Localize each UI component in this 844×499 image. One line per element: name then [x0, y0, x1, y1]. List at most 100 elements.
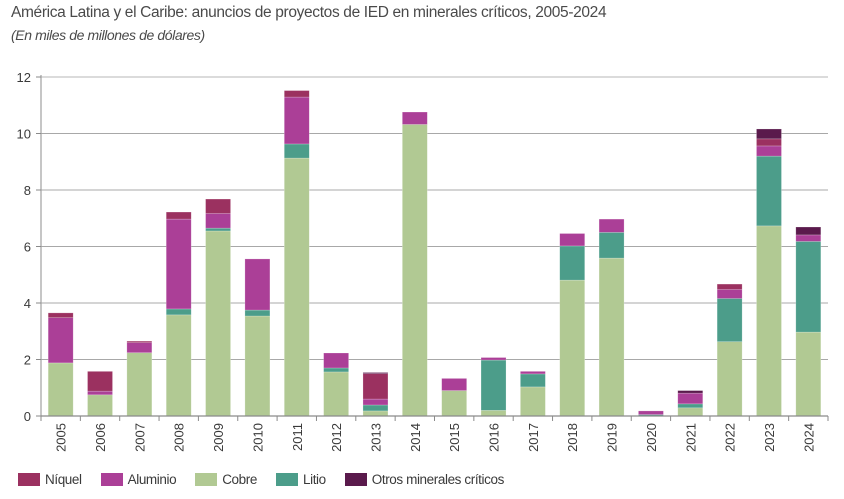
bar-segment-2013-otros-minerales-críticos — [362, 372, 389, 374]
bar-segment-2019-aluminio — [598, 218, 625, 233]
bar-segment-2007-níquel — [126, 340, 153, 343]
bar-segment-2022-aluminio — [716, 289, 743, 299]
x-tick-label: 2012 — [329, 423, 344, 452]
bar-segment-2018-cobre — [559, 279, 586, 417]
bar-2008 — [165, 211, 192, 417]
x-tick-label: 2018 — [565, 423, 580, 452]
legend-label: Aluminio — [127, 472, 177, 487]
bar-segment-2016-litio — [480, 359, 507, 411]
bar-segment-2022-litio — [716, 298, 743, 343]
bar-segment-2023-cobre — [756, 225, 782, 417]
bar-segment-2006-níquel — [87, 371, 113, 392]
bar-segment-2018-aluminio — [559, 233, 586, 247]
legend-item-aluminio: Aluminio — [100, 472, 177, 487]
bar-2024 — [795, 226, 822, 417]
x-tick-label: 2008 — [172, 423, 187, 452]
bar-segment-2009-cobre — [205, 230, 231, 417]
x-tick-label: 2005 — [54, 423, 69, 452]
bar-segment-2024-aluminio — [795, 234, 822, 242]
bar-2023 — [756, 128, 782, 417]
x-tick-label: 2013 — [368, 423, 383, 452]
x-tick-label: 2019 — [605, 423, 620, 452]
x-tick-label: 2016 — [487, 423, 502, 452]
legend-label: Cobre — [222, 472, 257, 487]
bar-segment-2010-litio — [244, 309, 271, 317]
legend-label: Otros minerales críticos — [371, 472, 505, 487]
x-tick-label: 2006 — [93, 423, 108, 452]
bar-2021 — [677, 390, 704, 417]
legend-item-níquel: Níquel — [18, 472, 82, 487]
x-tick-label: 2020 — [644, 423, 659, 452]
bar-segment-2018-litio — [559, 245, 586, 281]
bar-segment-2008-aluminio — [165, 218, 192, 310]
x-tick-label: 2021 — [683, 423, 698, 452]
y-tick-label: 0 — [24, 409, 31, 424]
bar-segment-2013-níquel — [362, 373, 389, 400]
chart-subtitle: (En miles de millones de dólares) — [11, 27, 205, 43]
x-tick-label: 2014 — [408, 423, 423, 452]
bar-segment-2008-litio — [165, 308, 192, 316]
bar-segment-2016-aluminio — [480, 357, 507, 361]
bar-2017 — [520, 371, 546, 417]
legend-label: Litio — [302, 472, 326, 487]
legend-item-cobre: Cobre — [195, 472, 257, 487]
y-tick-label: 12 — [17, 70, 31, 85]
bar-segment-2017-cobre — [520, 386, 546, 417]
bar-2011 — [283, 90, 310, 417]
bar-segment-2024-litio — [795, 241, 822, 333]
legend-swatch — [100, 473, 123, 486]
bar-segment-2015-cobre — [441, 390, 467, 417]
bar-segment-2022-cobre — [716, 341, 743, 417]
x-tick-label: 2009 — [211, 423, 226, 452]
y-tick-label: 8 — [24, 183, 31, 198]
gridlines — [41, 76, 828, 360]
bar-segment-2023-níquel — [756, 138, 782, 147]
bar-segment-2011-níquel — [283, 90, 310, 98]
bar-segment-2020-aluminio — [638, 410, 664, 415]
legend-swatch — [344, 473, 367, 486]
bar-2015 — [441, 378, 467, 417]
x-tick-label: 2015 — [447, 423, 462, 452]
bar-2005 — [47, 312, 74, 417]
bar-segment-2013-litio — [362, 404, 389, 412]
bar-segment-2022-níquel — [716, 283, 743, 290]
bar-segment-2017-litio — [520, 373, 546, 388]
bar-segment-2014-aluminio — [402, 111, 428, 125]
bar-segment-2023-litio — [756, 155, 782, 227]
legend: Níquel Aluminio Cobre Litio Otros minerales … — [18, 472, 523, 487]
bar-segment-2012-cobre — [323, 371, 349, 417]
bar-segment-2019-litio — [598, 232, 625, 259]
bar-segment-2005-cobre — [47, 362, 74, 417]
bar-segment-2015-aluminio — [441, 378, 467, 391]
bar-segment-2010-cobre — [244, 315, 271, 417]
bar-2006 — [87, 371, 113, 417]
bar-segment-2014-cobre — [402, 124, 428, 417]
bar-segment-2006-cobre — [87, 394, 113, 417]
bar-segment-2016-cobre — [480, 410, 507, 417]
bar-segment-2011-aluminio — [283, 96, 310, 145]
x-tick-label: 2022 — [723, 423, 738, 452]
legend-label: Níquel — [45, 472, 82, 487]
bar-segment-2011-cobre — [283, 157, 310, 417]
bar-2010 — [244, 258, 271, 417]
y-tick-label: 10 — [17, 127, 31, 142]
y-axis-ticks: 0 2 4 6 8 10 12 — [17, 70, 41, 424]
bar-segment-2019-cobre — [598, 257, 625, 417]
bar-segment-2009-aluminio — [205, 213, 231, 229]
bar-segment-2007-aluminio — [126, 342, 153, 354]
bar-2007 — [126, 340, 153, 417]
bar-segment-2021-aluminio — [677, 392, 704, 405]
x-axis-ticks: 2005 2006 2007 2008 2009 2010 2011 2012 2013 2014… — [40, 416, 829, 452]
bar-segment-2023-otros-minerales-críticos — [756, 128, 782, 140]
bars — [47, 90, 822, 417]
x-tick-label: 2024 — [801, 423, 816, 452]
x-tick-label: 2007 — [132, 423, 147, 452]
bar-2009 — [205, 198, 231, 417]
bar-segment-2007-cobre — [126, 352, 153, 417]
bar-2013 — [362, 372, 389, 417]
x-tick-label: 2011 — [290, 423, 305, 451]
bar-segment-2010-aluminio — [244, 258, 271, 311]
bar-segment-2009-níquel — [205, 198, 231, 214]
bar-segment-2013-aluminio — [362, 398, 389, 406]
